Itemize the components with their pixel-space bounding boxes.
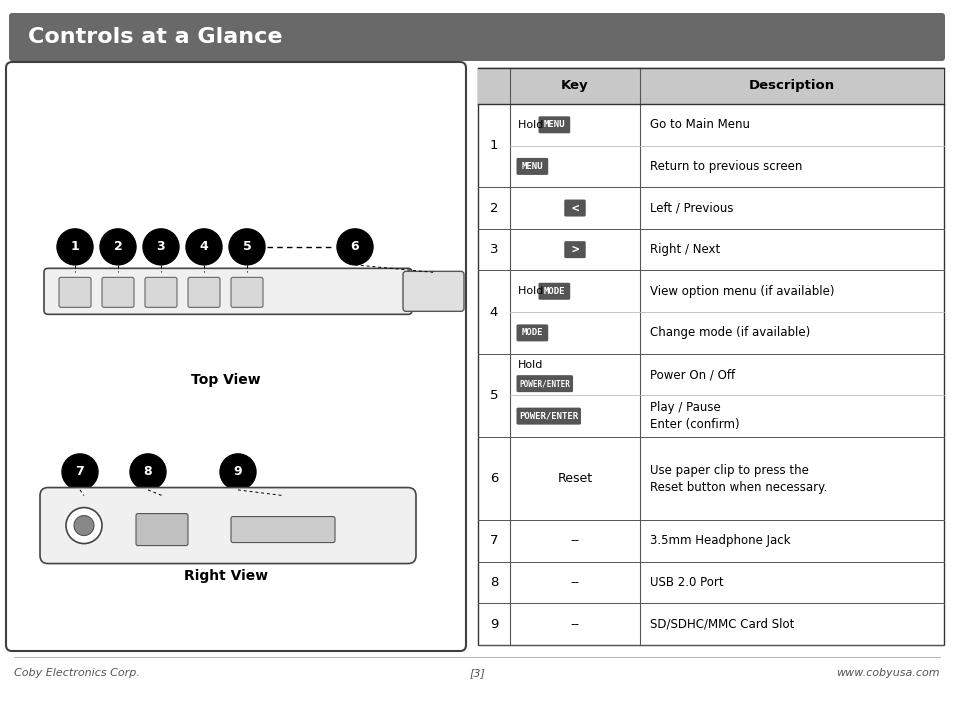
Text: Power On / Off: Power On / Off	[649, 368, 735, 381]
FancyBboxPatch shape	[537, 283, 570, 299]
Text: --: --	[570, 534, 578, 548]
FancyBboxPatch shape	[402, 271, 463, 311]
FancyBboxPatch shape	[516, 408, 580, 425]
Text: POWER/ENTER: POWER/ENTER	[518, 379, 570, 388]
Circle shape	[336, 229, 373, 265]
Text: Hold: Hold	[517, 361, 543, 370]
FancyBboxPatch shape	[231, 517, 335, 543]
FancyBboxPatch shape	[6, 62, 465, 651]
FancyBboxPatch shape	[188, 278, 220, 307]
Text: 5: 5	[489, 389, 497, 402]
Circle shape	[74, 515, 94, 536]
Text: Controls at a Glance: Controls at a Glance	[28, 27, 282, 47]
Text: Use paper clip to press the
Reset button when necessary.: Use paper clip to press the Reset button…	[649, 463, 826, 494]
Text: Right / Next: Right / Next	[649, 243, 720, 256]
FancyBboxPatch shape	[59, 278, 91, 307]
Bar	[477, 68, 943, 645]
FancyBboxPatch shape	[516, 324, 548, 342]
Text: Reset: Reset	[557, 472, 592, 485]
Text: Description: Description	[748, 79, 834, 93]
FancyBboxPatch shape	[44, 269, 412, 314]
Text: SD/SDHC/MMC Card Slot: SD/SDHC/MMC Card Slot	[649, 618, 794, 631]
Text: 6: 6	[489, 472, 497, 485]
Text: Go to Main Menu: Go to Main Menu	[649, 118, 749, 131]
Circle shape	[143, 229, 179, 265]
Text: [3]: [3]	[469, 668, 484, 678]
Text: --: --	[570, 576, 578, 589]
Text: Right View: Right View	[184, 569, 268, 583]
Text: 3.5mm Headphone Jack: 3.5mm Headphone Jack	[649, 534, 790, 548]
Text: 2: 2	[113, 240, 122, 253]
Text: POWER/ENTER: POWER/ENTER	[518, 412, 578, 420]
FancyBboxPatch shape	[563, 241, 585, 258]
FancyBboxPatch shape	[102, 278, 133, 307]
Text: 4: 4	[199, 240, 208, 253]
Text: >: >	[571, 243, 578, 256]
Text: Top View: Top View	[191, 373, 260, 387]
Text: 3: 3	[489, 243, 497, 256]
Text: Change mode (if available): Change mode (if available)	[649, 326, 809, 340]
Text: 9: 9	[489, 618, 497, 631]
Text: 6: 6	[351, 240, 359, 253]
Text: 1: 1	[71, 240, 79, 253]
Text: Hold: Hold	[517, 120, 546, 130]
Text: View option menu (if available): View option menu (if available)	[649, 285, 834, 298]
Text: MENU: MENU	[543, 120, 564, 129]
Circle shape	[220, 454, 255, 490]
Text: Hold: Hold	[517, 286, 546, 296]
Text: 7: 7	[75, 465, 84, 479]
FancyBboxPatch shape	[563, 200, 585, 217]
Text: 5: 5	[242, 240, 251, 253]
Text: 2: 2	[489, 202, 497, 214]
Circle shape	[229, 229, 265, 265]
Text: --: --	[570, 618, 578, 631]
Circle shape	[186, 229, 222, 265]
Text: Left / Previous: Left / Previous	[649, 202, 733, 214]
Text: 1: 1	[489, 139, 497, 152]
Circle shape	[130, 454, 166, 490]
Text: 8: 8	[489, 576, 497, 589]
Text: 8: 8	[144, 465, 152, 479]
Text: Key: Key	[560, 79, 588, 93]
FancyBboxPatch shape	[231, 278, 263, 307]
Circle shape	[57, 229, 92, 265]
Circle shape	[62, 454, 98, 490]
Text: Return to previous screen: Return to previous screen	[649, 160, 801, 173]
Bar	[477, 68, 943, 104]
FancyBboxPatch shape	[145, 278, 177, 307]
Text: www.cobyusa.com: www.cobyusa.com	[836, 668, 939, 678]
Text: MENU: MENU	[521, 162, 542, 171]
FancyBboxPatch shape	[40, 488, 416, 564]
Text: MODE: MODE	[543, 287, 564, 296]
FancyBboxPatch shape	[537, 116, 570, 134]
Text: <: <	[571, 202, 578, 214]
Text: 3: 3	[156, 240, 165, 253]
FancyBboxPatch shape	[136, 514, 188, 546]
FancyBboxPatch shape	[9, 13, 944, 61]
Circle shape	[100, 229, 136, 265]
Text: USB 2.0 Port: USB 2.0 Port	[649, 576, 723, 589]
FancyBboxPatch shape	[516, 375, 573, 392]
Text: 7: 7	[489, 534, 497, 548]
Text: Coby Electronics Corp.: Coby Electronics Corp.	[14, 668, 140, 678]
Text: 9: 9	[233, 465, 242, 479]
Text: Play / Pause
Enter (confirm): Play / Pause Enter (confirm)	[649, 401, 739, 431]
FancyBboxPatch shape	[516, 158, 548, 175]
Text: MODE: MODE	[521, 328, 542, 337]
Text: 4: 4	[489, 306, 497, 318]
Circle shape	[66, 508, 102, 543]
